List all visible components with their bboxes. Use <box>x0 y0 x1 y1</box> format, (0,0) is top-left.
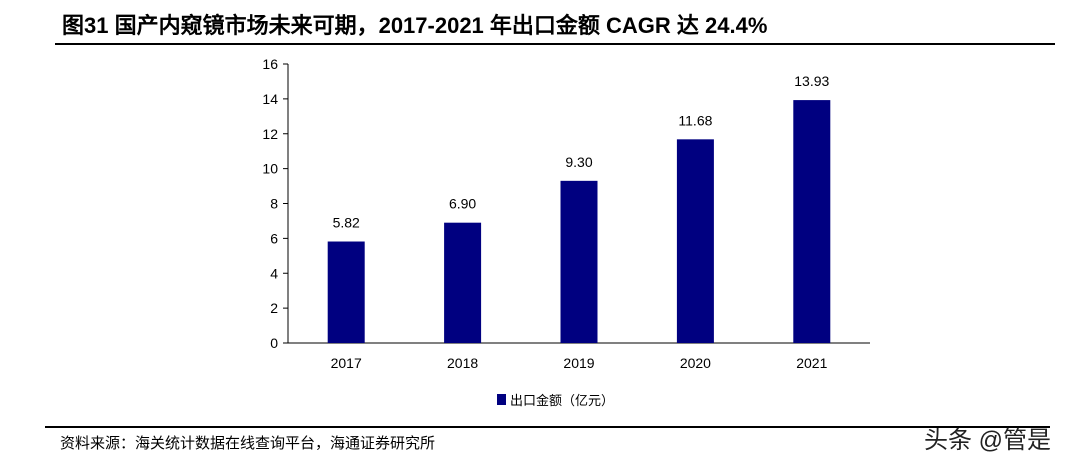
source-note: 资料来源：海关统计数据在线查询平台，海通证券研究所 <box>60 434 436 452</box>
data-label: 5.82 <box>333 215 360 231</box>
x-tick-label: 2018 <box>447 355 478 371</box>
data-label: 6.90 <box>449 196 476 212</box>
data-label: 11.68 <box>678 112 712 128</box>
bar <box>676 139 714 343</box>
data-label: 9.30 <box>565 154 592 170</box>
bar <box>327 241 365 343</box>
bar <box>444 222 482 343</box>
bar <box>560 180 598 343</box>
y-tick-label: 14 <box>262 91 278 107</box>
legend-swatch <box>497 394 506 405</box>
y-tick-label: 12 <box>262 126 278 142</box>
bottom-rule <box>45 426 1050 428</box>
y-tick-label: 10 <box>262 161 278 177</box>
y-tick-label: 0 <box>270 335 278 351</box>
y-tick-label: 8 <box>270 196 278 212</box>
y-tick-label: 16 <box>262 56 278 72</box>
y-tick-label: 2 <box>270 300 278 316</box>
x-tick-label: 2020 <box>680 355 711 371</box>
top-rule <box>55 43 1055 45</box>
x-tick-label: 2017 <box>331 355 362 371</box>
figure-title: 图31 国产内窥镜市场未来可期，2017-2021 年出口金额 CAGR 达 2… <box>62 13 768 38</box>
watermark: 头条 @管是 <box>923 427 1051 454</box>
y-tick-label: 6 <box>270 230 278 246</box>
x-tick-label: 2021 <box>796 355 827 371</box>
x-tick-label: 2019 <box>563 355 594 371</box>
bar <box>793 100 831 343</box>
data-label: 13.93 <box>794 73 829 89</box>
y-tick-label: 4 <box>270 265 278 281</box>
legend-label: 出口金额（亿元） <box>510 393 614 409</box>
